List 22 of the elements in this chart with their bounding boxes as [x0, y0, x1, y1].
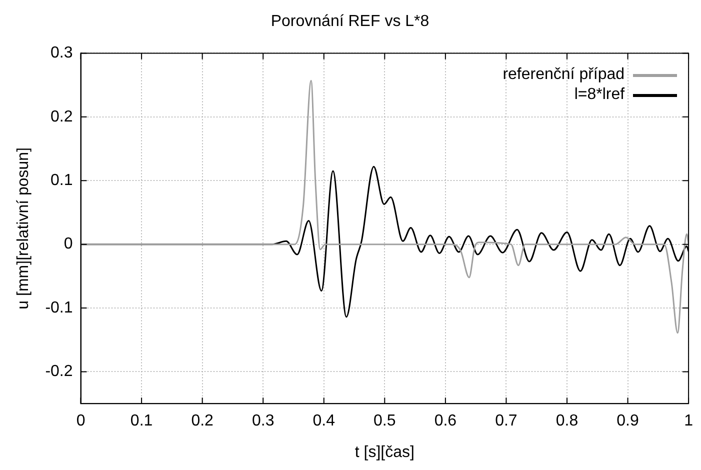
x-tick-label: 0.4 — [312, 412, 336, 430]
y-tick-label: -0.1 — [45, 299, 73, 316]
y-tick-label: 0.1 — [50, 172, 73, 190]
x-tick-label: 0.2 — [191, 412, 214, 430]
legend-label: l=8*lref — [574, 86, 625, 104]
x-tick-label: 0.6 — [434, 412, 457, 430]
y-tick-label: 0.3 — [50, 44, 73, 62]
x-tick-label: 0.8 — [556, 412, 578, 430]
x-tick-label: 0.5 — [374, 412, 396, 430]
x-tick-label: 0.9 — [616, 412, 639, 430]
chart-title: Porovnání REF vs L*8 — [270, 13, 430, 30]
x-tick-label: 0 — [76, 412, 86, 430]
x-tick-label: 1 — [684, 412, 694, 430]
y-tick-label: -0.2 — [45, 363, 73, 380]
legend-label: referenční případ — [502, 66, 625, 84]
x-axis-title: t [s][čas] — [354, 444, 414, 461]
x-tick-label: 0.3 — [252, 412, 274, 430]
x-tick-label: 0.1 — [130, 412, 153, 430]
y-tick-label: 0.2 — [50, 108, 73, 126]
x-tick-label: 0.7 — [495, 412, 518, 430]
y-axis-title: u [mm][relativní posun] — [15, 147, 32, 310]
y-tick-label: 0 — [64, 236, 73, 253]
